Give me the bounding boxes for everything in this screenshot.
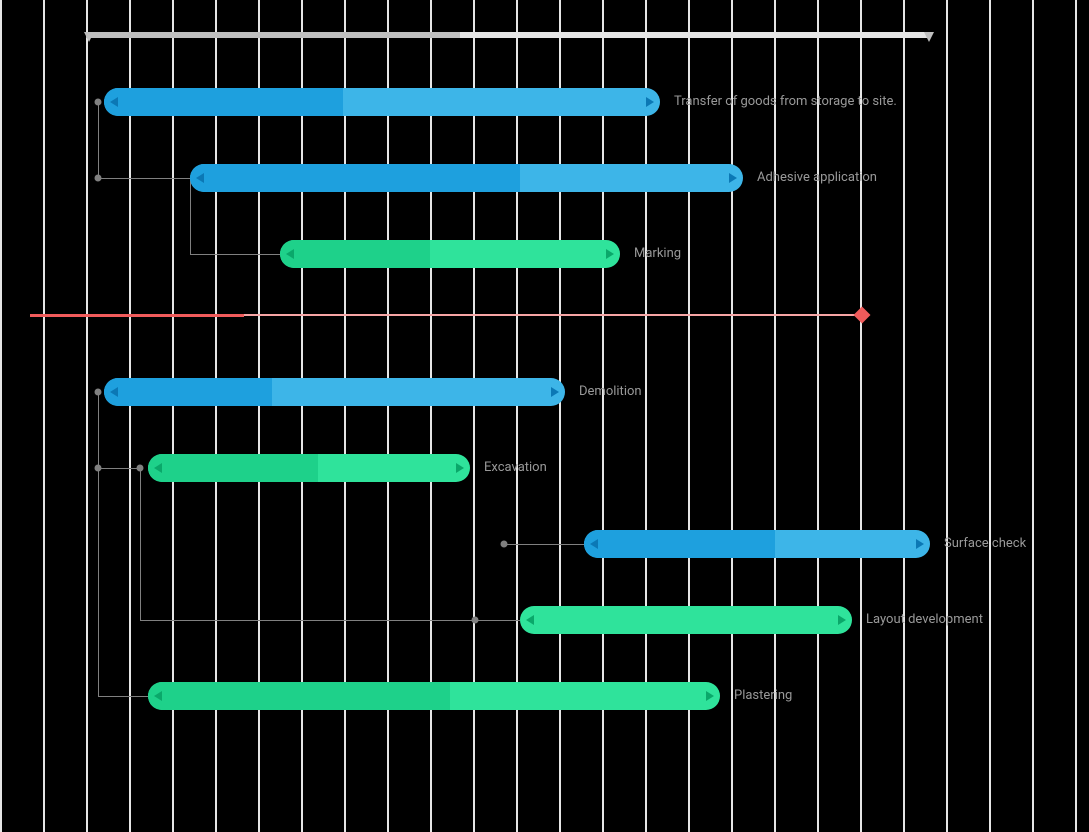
grid-line: [129, 0, 131, 832]
task-handle-left[interactable]: [110, 97, 118, 107]
task-handle-right[interactable]: [838, 615, 846, 625]
task-handle-right[interactable]: [916, 539, 924, 549]
dependency-line: [190, 254, 280, 255]
dependency-line: [98, 696, 148, 697]
task-handle-left[interactable]: [154, 691, 162, 701]
dependency-line: [475, 620, 520, 621]
grid-line: [86, 0, 88, 832]
task-handle-right[interactable]: [456, 463, 464, 473]
task-handle-left[interactable]: [154, 463, 162, 473]
dependency-dot: [95, 175, 102, 182]
task-handle-left[interactable]: [526, 615, 534, 625]
task-bar-progress: [280, 240, 430, 268]
dependency-line: [140, 620, 475, 621]
task-label: Marking: [634, 246, 681, 261]
task-bar-progress: [190, 164, 520, 192]
task-bar-progress: [104, 88, 343, 116]
dependency-line: [98, 468, 140, 469]
grid-line: [774, 0, 776, 832]
task-handle-right[interactable]: [729, 173, 737, 183]
grid-line: [946, 0, 948, 832]
deadline-line-remaining: [244, 314, 862, 316]
dependency-line: [504, 544, 584, 545]
task-handle-left[interactable]: [590, 539, 598, 549]
grid-line: [989, 0, 991, 832]
grid-line: [860, 0, 862, 832]
task-start-dot: [95, 389, 102, 396]
task-label: Adhesive application: [757, 170, 877, 185]
task-label: Surface check: [944, 536, 1026, 551]
task-handle-right[interactable]: [551, 387, 559, 397]
grid-line: [903, 0, 905, 832]
task-handle-right[interactable]: [646, 97, 654, 107]
deadline-line-progress: [30, 314, 244, 317]
task-handle-right[interactable]: [606, 249, 614, 259]
grid-line: [731, 0, 733, 832]
gantt-chart: Transfer of goods from storage to site. A…: [0, 0, 1089, 832]
grid-line: [1075, 0, 1077, 832]
task-start-dot: [95, 99, 102, 106]
task-label: Demolition: [579, 384, 642, 399]
dependency-line: [98, 102, 99, 178]
grid-line: [0, 0, 2, 832]
task-label: Layout development: [866, 612, 983, 627]
task-bar-progress: [104, 378, 272, 406]
summary-cap-right: [924, 32, 934, 42]
grid-line: [817, 0, 819, 832]
task-bar[interactable]: [520, 606, 852, 634]
grid-line: [43, 0, 45, 832]
summary-cap-left: [84, 32, 94, 42]
task-label: Plastering: [734, 688, 792, 703]
grid-line: [1032, 0, 1034, 832]
task-start-dot: [137, 465, 144, 472]
task-handle-left[interactable]: [286, 249, 294, 259]
deadline-marker[interactable]: [854, 307, 871, 324]
task-bar-progress: [584, 530, 775, 558]
dependency-line: [98, 392, 99, 696]
dependency-line: [190, 178, 191, 254]
summary-bar-remaining: [460, 32, 930, 38]
summary-bar-progress: [86, 32, 460, 38]
task-label: Transfer of goods from storage to site.: [674, 94, 897, 109]
task-bar-progress: [148, 682, 450, 710]
task-label: Excavation: [484, 460, 547, 475]
task-handle-right[interactable]: [706, 691, 714, 701]
dependency-line: [140, 468, 141, 620]
task-handle-left[interactable]: [196, 173, 204, 183]
task-handle-left[interactable]: [110, 387, 118, 397]
dependency-line: [98, 178, 190, 179]
task-bar-progress: [148, 454, 318, 482]
